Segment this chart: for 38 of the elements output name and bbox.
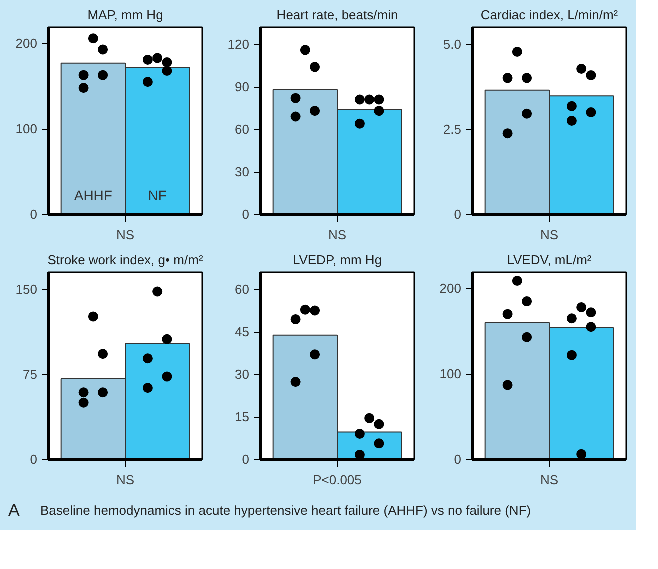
chart-title: MAP, mm Hg bbox=[88, 8, 164, 22]
text: NS bbox=[116, 472, 135, 488]
y-tick-label: 60 bbox=[235, 122, 250, 137]
y-tick-label: 100 bbox=[440, 366, 462, 382]
y-tick-label: 45 bbox=[235, 324, 250, 340]
y-tick-label: 200 bbox=[440, 281, 462, 296]
y-tick-label: 150 bbox=[16, 282, 38, 297]
x-tick-label: AHHF bbox=[74, 187, 112, 204]
y-tick-label: 5.0 bbox=[443, 37, 462, 52]
y-tick-label: 30 bbox=[235, 367, 250, 382]
text: NS bbox=[328, 228, 347, 242]
y-tick-label: 15 bbox=[235, 410, 250, 424]
y-tick-label: 30 bbox=[235, 164, 250, 180]
y-tick-label: 0 bbox=[242, 207, 250, 222]
chart-title: LVEDP, mm Hg bbox=[292, 252, 382, 268]
text: A bbox=[8, 501, 20, 520]
y-tick-label: 0 bbox=[242, 452, 250, 467]
x-tick-label: NF bbox=[148, 187, 167, 204]
text: Baseline hemodynamics in acute hypertensive heart failure (AHHF) vs no failure (NF) bbox=[40, 503, 532, 518]
chart-title: Cardiac index, L/min/m² bbox=[480, 8, 619, 22]
text: NS bbox=[116, 228, 135, 242]
y-tick-label: 60 bbox=[235, 282, 250, 297]
y-tick-label: 120 bbox=[228, 37, 250, 52]
y-tick-label: 75 bbox=[23, 367, 38, 382]
y-tick-label: 0 bbox=[30, 452, 38, 467]
y-tick-label: 2.5 bbox=[443, 122, 462, 137]
y-tick-label: 0 bbox=[30, 207, 38, 222]
text: NS bbox=[540, 472, 559, 488]
y-tick-label: 100 bbox=[16, 122, 38, 137]
chart-title: Heart rate, beats/min bbox=[276, 8, 398, 22]
text: P<0.005 bbox=[313, 472, 362, 488]
chart-title: LVEDV, mL/m² bbox=[507, 252, 592, 268]
y-tick-label: 200 bbox=[16, 36, 38, 52]
y-tick-label: 90 bbox=[235, 80, 250, 94]
chart-title: Stroke work index, g• m/m² bbox=[48, 252, 204, 268]
y-tick-label: 0 bbox=[454, 452, 462, 467]
y-tick-label: 0 bbox=[454, 207, 462, 222]
text: NS bbox=[540, 228, 559, 242]
